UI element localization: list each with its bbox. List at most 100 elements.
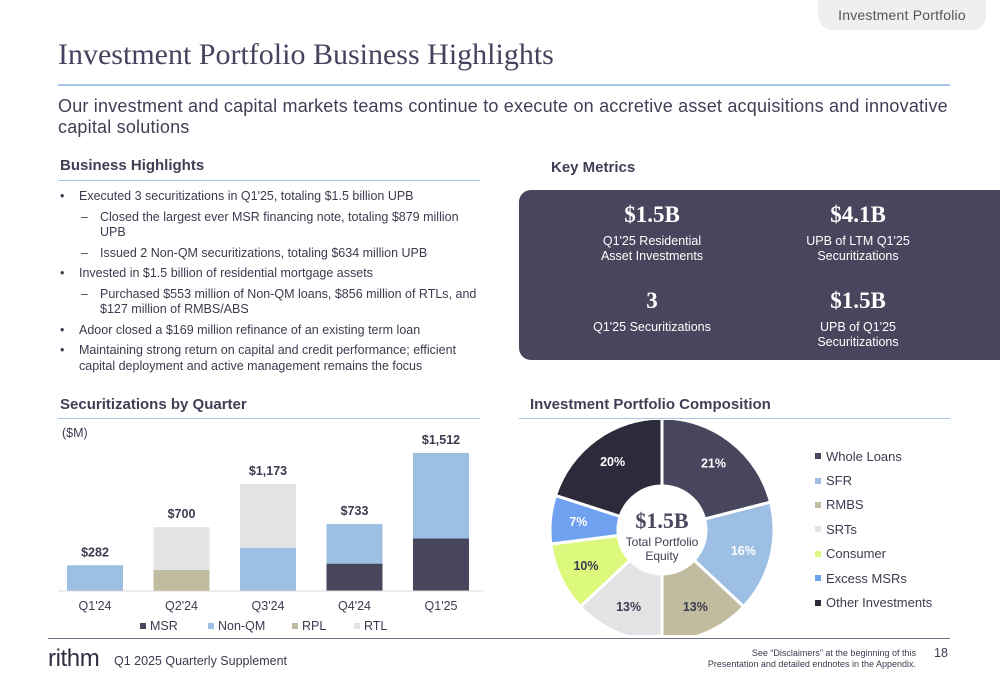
bar-segment — [67, 565, 123, 591]
legend-item: Whole Loans — [815, 444, 932, 468]
page-title: Investment Portfolio Business Highlights — [58, 38, 554, 71]
bar-total-label: $1,512 — [422, 433, 460, 447]
securitizations-bar-chart: ($M) $282 Q1'24 $700 Q2'24 $1,173 Q3'24 $733 Q4'… — [58, 426, 483, 633]
metric-card: 3 Q1'25 Securitizations — [552, 288, 752, 335]
highlight-text: Issued 2 Non-QM securitizations, totalin… — [100, 245, 428, 260]
footer-disclaimer: See “Disclaimers” at the beginning of th… — [707, 648, 916, 669]
x-tick-label: Q4'24 — [338, 599, 371, 613]
legend-swatch — [292, 623, 298, 629]
legend-swatch — [815, 575, 821, 582]
bullet-marker: • — [60, 266, 65, 280]
slice-value-label: 7% — [569, 515, 587, 529]
highlight-item: • Invested in $1.5 billion of residential… — [60, 266, 480, 282]
slice-value-label: 13% — [616, 600, 641, 614]
highlight-item: • Maintaining strong return on capital an… — [60, 343, 480, 374]
bar-segment — [240, 483, 296, 548]
highlight-subitem: – Issued 2 Non-QM securitizations, totali… — [60, 246, 480, 262]
metric-value: 3 — [646, 288, 658, 313]
securitizations-divider — [58, 418, 480, 419]
highlight-text: Invested in $1.5 billion of residential … — [79, 266, 373, 280]
securitizations-heading: Securitizations by Quarter — [60, 396, 247, 413]
composition-legend: Whole Loans SFR RMBS SRTs Consumer Excess MSR… — [815, 444, 932, 615]
legend-swatch — [815, 599, 821, 606]
business-highlights-heading: Business Highlights — [60, 157, 205, 174]
donut-slice — [660, 420, 773, 521]
bar-segment — [240, 547, 296, 591]
legend-label: Whole Loans — [826, 448, 902, 464]
footer-supplement-label: Q1 2025 Quarterly Supplement — [114, 654, 288, 668]
x-tick-label: Q2'24 — [165, 599, 198, 613]
metric-card: $1.5B Q1'25 Residential Asset Investments — [552, 202, 752, 264]
legend-label: SRTs — [826, 521, 857, 537]
legend-label: RPL — [302, 619, 326, 633]
donut-slice — [553, 420, 664, 519]
donut-center-label: Equity — [645, 549, 678, 563]
composition-heading: Investment Portfolio Composition — [530, 396, 771, 413]
slice-value-label: 13% — [683, 600, 708, 614]
x-tick-label: Q1'24 — [79, 599, 112, 613]
highlight-item: • Executed 3 securitizations in Q1'25, to… — [60, 189, 480, 205]
legend-label: RTL — [364, 619, 387, 633]
legend-label: Consumer — [826, 546, 886, 562]
bar-total-label: $700 — [168, 507, 196, 521]
bullet-marker: • — [60, 322, 65, 337]
highlight-text: Executed 3 securitizations in Q1'25, tot… — [79, 189, 414, 203]
metric-label: Q1'25 Securitizations — [593, 320, 711, 334]
legend-label: SFR — [826, 473, 852, 489]
sub-bullet-marker: – — [81, 245, 88, 260]
legend-swatch — [815, 501, 821, 508]
bar-total-label: $282 — [81, 545, 109, 559]
bar-segment — [153, 570, 210, 591]
title-divider — [58, 84, 950, 86]
legend-label: Other Investments — [826, 595, 933, 611]
rithm-logo: rithm — [48, 645, 100, 672]
metric-label: UPB of LTM Q1'25 Securitizations — [806, 234, 910, 263]
y-unit-label: ($M) — [62, 426, 88, 440]
legend-item: Other Investments — [815, 590, 932, 614]
highlight-text: Adoor closed a $169 million refinance of… — [79, 322, 421, 337]
metric-card: $4.1B UPB of LTM Q1'25 Securitizations — [758, 202, 958, 264]
donut-slice — [660, 558, 746, 635]
legend-swatch — [815, 550, 821, 557]
slice-value-label: 10% — [573, 559, 598, 573]
key-metrics-panel: $1.5B Q1'25 Residential Asset Investments… — [519, 190, 1000, 360]
legend-swatch — [208, 623, 214, 629]
legend-swatch — [815, 477, 821, 484]
legend-swatch — [815, 453, 821, 460]
highlight-text: Closed the largest ever MSR financing no… — [100, 209, 459, 240]
legend-label: RMBS — [826, 497, 864, 513]
section-tab: Investment Portfolio — [818, 0, 986, 30]
key-metrics-heading: Key Metrics — [551, 159, 636, 176]
legend-swatch — [140, 623, 146, 629]
bar-segment — [326, 563, 383, 591]
metric-value: $1.5B — [624, 202, 680, 227]
donut-center-label: Total Portfolio — [626, 535, 699, 549]
legend-label: Non-QM — [218, 619, 265, 633]
metric-card: $1.5B UPB of Q1'25 Securitizations — [758, 288, 958, 350]
metric-value: $1.5B — [830, 288, 886, 313]
legend-item: Consumer — [815, 542, 932, 566]
sub-bullet-marker: – — [81, 286, 88, 301]
legend-item: Excess MSRs — [815, 566, 932, 590]
composition-donut-chart: 21% 16% 13% 13% 10% 7% 20% $1.5B Total Portfolio… — [548, 420, 776, 635]
bar-total-label: $733 — [341, 504, 369, 518]
legend-label: MSR — [150, 619, 178, 633]
highlight-subitem: – Closed the largest ever MSR financing n… — [60, 210, 480, 241]
highlight-item: • Adoor closed a $169 million refinance o… — [60, 323, 480, 339]
bar-total-label: $1,173 — [249, 464, 287, 478]
x-tick-label: Q1'25 — [425, 599, 458, 613]
donut-center-value: $1.5B — [635, 508, 689, 533]
page-subtitle: Our investment and capital markets teams… — [58, 96, 948, 137]
footer-divider — [48, 638, 950, 639]
legend-swatch — [815, 526, 821, 533]
bar-segment — [413, 453, 469, 539]
legend-item: SFR — [815, 468, 932, 492]
bar-segment — [413, 538, 469, 591]
highlight-text: Purchased $553 million of Non-QM loans, … — [100, 286, 477, 317]
legend-item: RMBS — [815, 493, 932, 517]
slice-value-label: 21% — [701, 457, 726, 471]
legend-item: SRTs — [815, 517, 932, 541]
slice-value-label: 20% — [600, 455, 625, 469]
bar-segment — [153, 527, 210, 571]
business-highlights-divider — [58, 180, 480, 181]
